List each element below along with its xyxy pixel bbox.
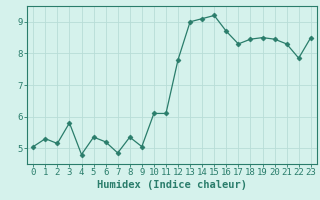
X-axis label: Humidex (Indice chaleur): Humidex (Indice chaleur) (97, 180, 247, 190)
